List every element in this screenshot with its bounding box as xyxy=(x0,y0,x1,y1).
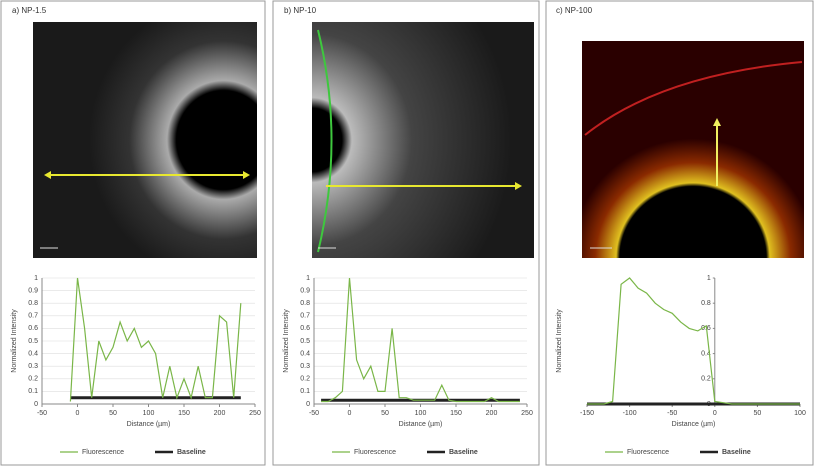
x-tick-label: 200 xyxy=(486,410,498,417)
legend-label: Baseline xyxy=(177,449,206,456)
x-tick-label: -100 xyxy=(623,410,637,417)
y-tick-label: 0 xyxy=(306,401,310,408)
x-tick-label: 100 xyxy=(794,410,806,417)
micrograph-c xyxy=(582,41,804,258)
x-axis-label: Distance (µm) xyxy=(127,421,171,428)
y-tick-label: 0.2 xyxy=(300,376,310,383)
y-tick-label: 0.5 xyxy=(28,338,38,345)
x-tick-label: -50 xyxy=(667,410,677,417)
y-tick-label: 0.3 xyxy=(300,363,310,370)
y-tick-label: 0 xyxy=(34,401,38,408)
x-axis-label: Distance (µm) xyxy=(672,421,716,428)
x-tick-label: 250 xyxy=(521,410,533,417)
y-tick-label: 0.6 xyxy=(300,325,310,332)
y-tick-label: 0.6 xyxy=(701,325,711,332)
panel-title: a) NP-1.5 xyxy=(12,6,47,15)
y-tick-label: 0.1 xyxy=(28,388,38,395)
x-tick-label: 150 xyxy=(450,410,462,417)
y-tick-label: 0.9 xyxy=(28,287,38,294)
x-tick-label: 100 xyxy=(143,410,155,417)
data-line xyxy=(321,277,520,403)
y-axis-label: Normalized Intensity xyxy=(11,309,18,373)
x-tick-label: 50 xyxy=(381,410,389,417)
y-tick-label: 0.8 xyxy=(701,300,711,307)
panel-title: b) NP-10 xyxy=(284,6,317,15)
x-tick-label: -50 xyxy=(37,410,47,417)
legend-label: Baseline xyxy=(722,449,751,456)
y-tick-label: 0.7 xyxy=(300,313,310,320)
x-tick-label: 50 xyxy=(754,410,762,417)
x-tick-label: -150 xyxy=(580,410,594,417)
y-tick-label: 0.9 xyxy=(300,287,310,294)
y-tick-label: 1 xyxy=(306,275,310,282)
y-axis-label: Normalized Intensity xyxy=(283,309,290,373)
x-tick-label: 150 xyxy=(178,410,190,417)
y-tick-label: 0.8 xyxy=(28,300,38,307)
legend-label: Fluorescence xyxy=(82,449,124,456)
y-tick-label: 0.1 xyxy=(300,388,310,395)
panel-title: c) NP-100 xyxy=(556,6,593,15)
y-axis-label: Normalized Intensity xyxy=(556,309,563,373)
x-tick-label: 0 xyxy=(348,410,352,417)
y-tick-label: 0.2 xyxy=(28,376,38,383)
x-tick-label: 250 xyxy=(249,410,261,417)
legend-label: Fluorescence xyxy=(627,449,669,456)
y-tick-label: 0.8 xyxy=(300,300,310,307)
y-tick-label: 1 xyxy=(34,275,38,282)
y-tick-label: 0.4 xyxy=(28,350,38,357)
micrograph-a xyxy=(33,22,257,258)
y-tick-label: 0.7 xyxy=(28,313,38,320)
data-line xyxy=(587,277,800,405)
micrograph-b xyxy=(312,22,534,258)
x-tick-label: 50 xyxy=(109,410,117,417)
y-tick-label: 0.4 xyxy=(300,350,310,357)
data-line xyxy=(69,277,242,402)
y-tick-label: 0.6 xyxy=(28,325,38,332)
x-tick-label: 0 xyxy=(713,410,717,417)
x-tick-label: -50 xyxy=(309,410,319,417)
legend-label: Baseline xyxy=(449,449,478,456)
y-tick-label: 0.2 xyxy=(701,376,711,383)
y-tick-label: 0.4 xyxy=(701,350,711,357)
y-tick-label: 0.5 xyxy=(300,338,310,345)
legend-label: Fluorescence xyxy=(354,449,396,456)
y-tick-label: 1 xyxy=(707,275,711,282)
x-tick-label: 200 xyxy=(214,410,226,417)
x-axis-label: Distance (µm) xyxy=(399,421,443,428)
y-tick-label: 0.3 xyxy=(28,363,38,370)
x-tick-label: 0 xyxy=(76,410,80,417)
x-tick-label: 100 xyxy=(415,410,427,417)
